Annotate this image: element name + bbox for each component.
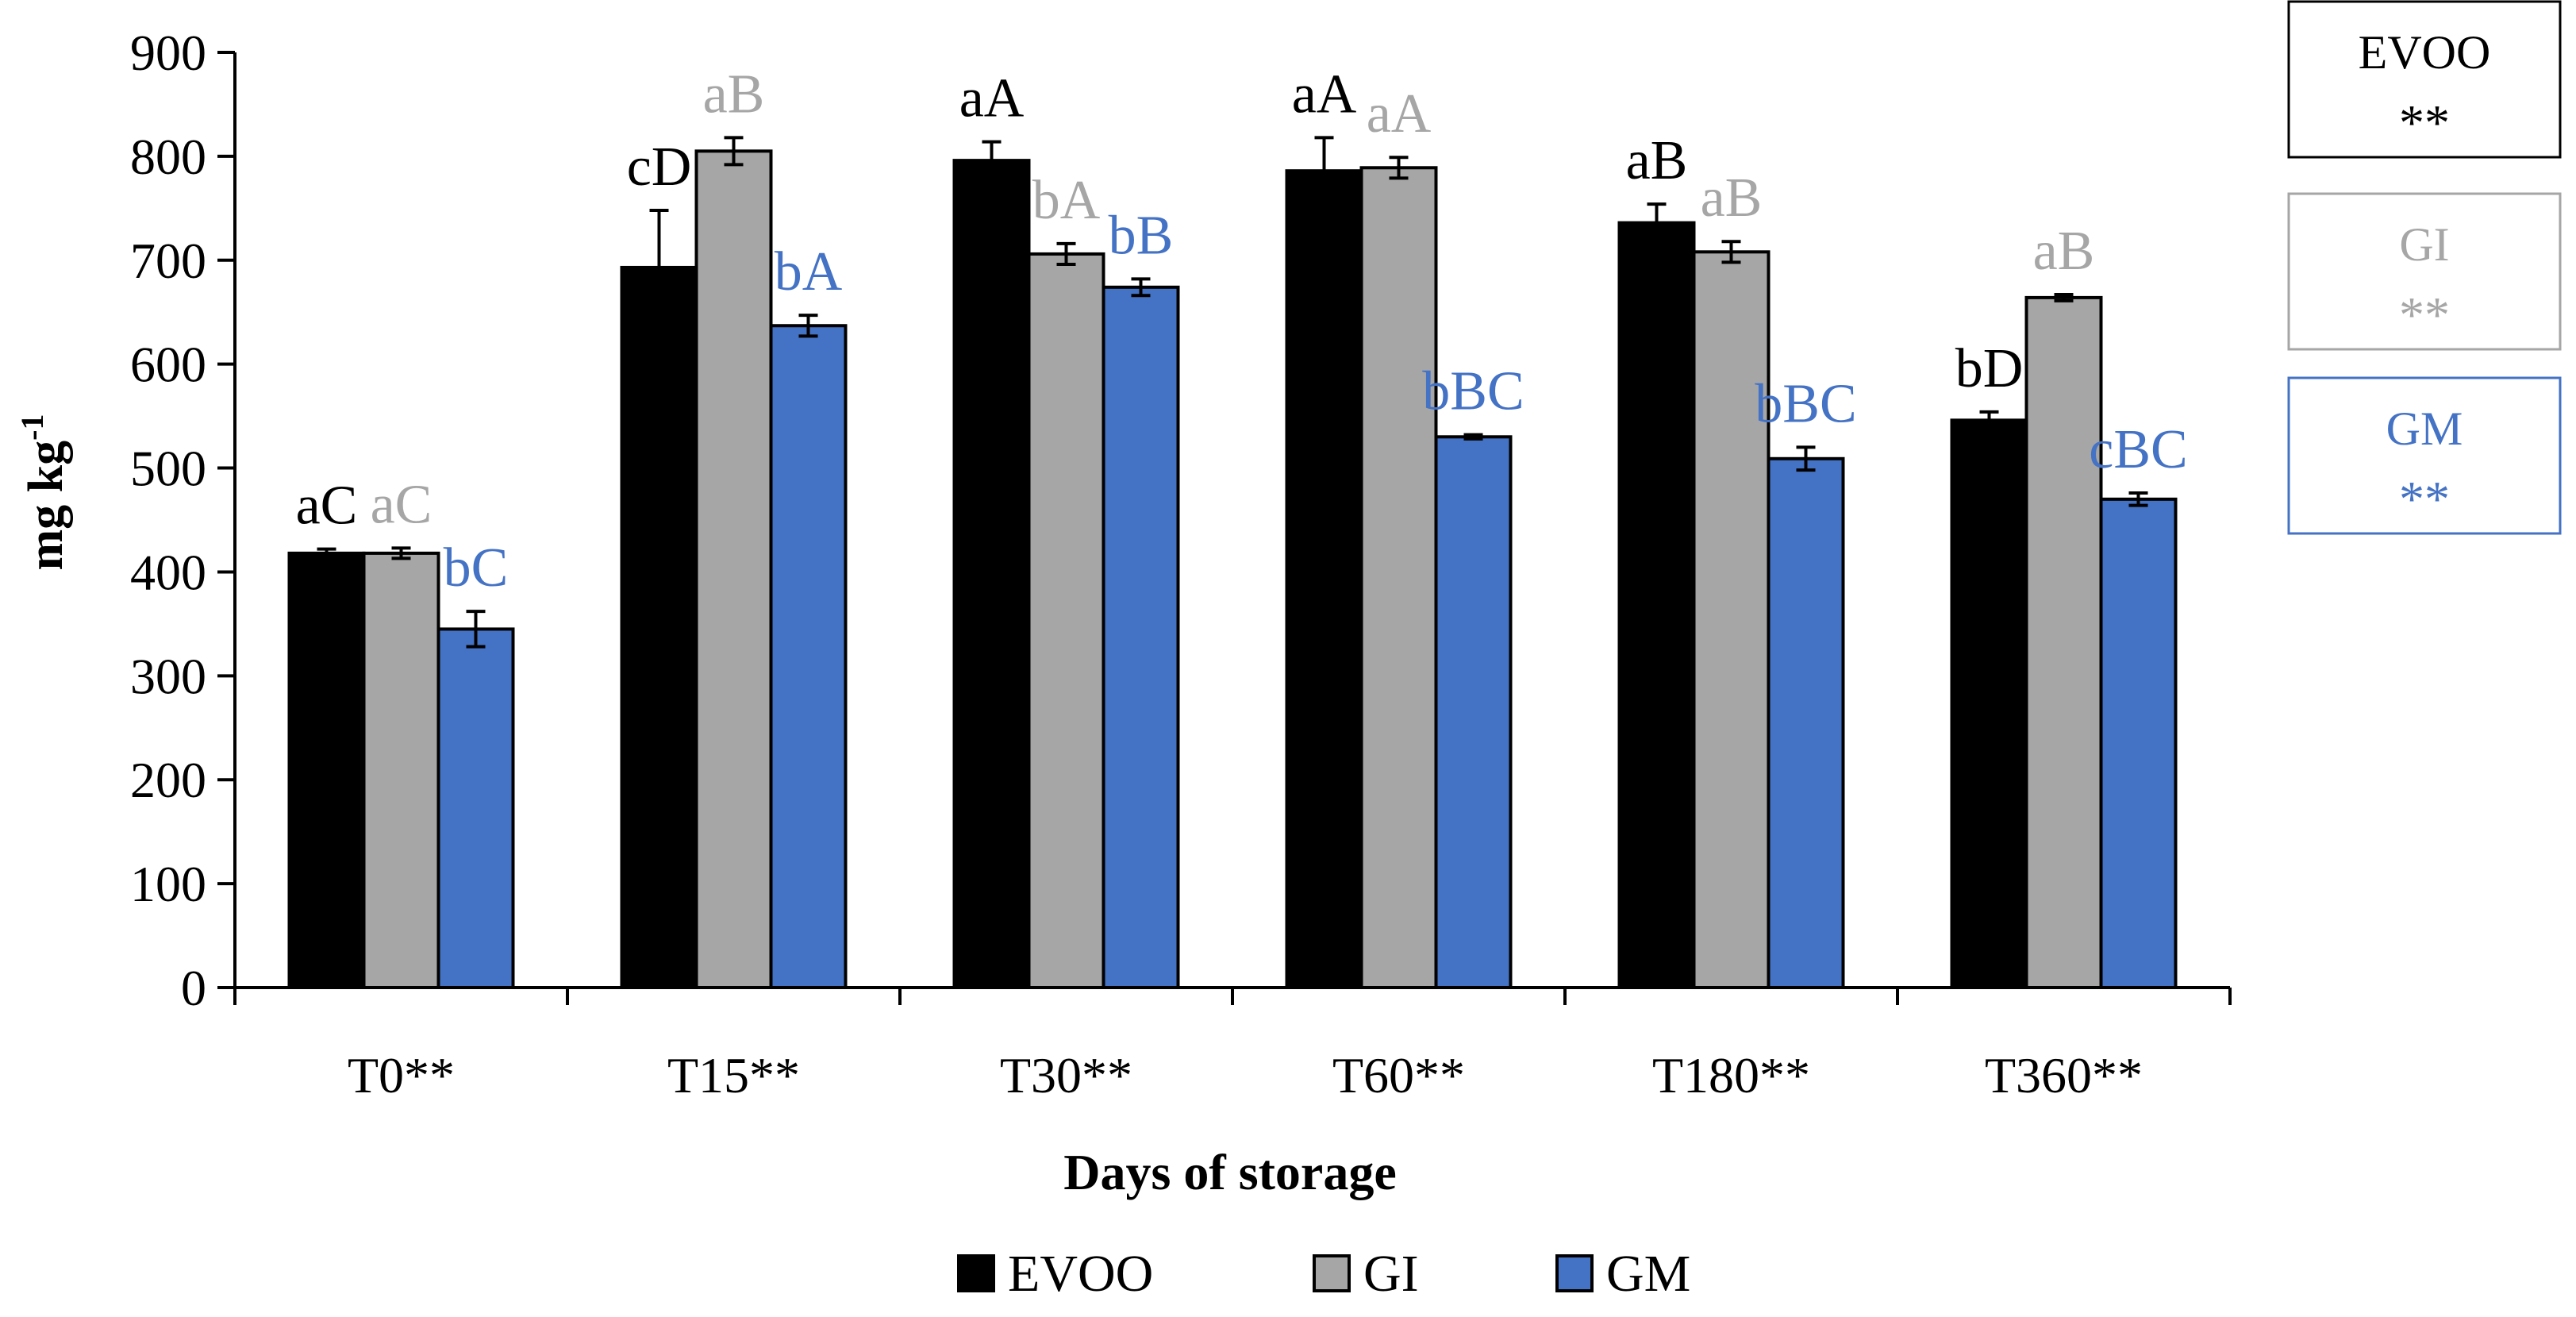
bar-gm-t360 [2099,497,2178,989]
legend-label-gi: GI [1363,1245,1419,1303]
significance-letter: cBC [2089,419,2187,480]
significance-letter: aB [1626,130,1688,191]
significance-letter: bA [775,241,843,302]
significance-letter: cD [627,137,692,198]
legend-swatch-gi [1313,1254,1351,1292]
side-box-evoo: EVOO ** [2287,0,2562,159]
bar-gi-t60 [1359,166,1438,990]
y-axis: 0 100 200 300 400 500 600 700 800 900 [130,25,236,1016]
y-tick-label: 600 [130,337,206,393]
bar-gm-t60 [1434,435,1513,989]
bar-evoo-t0 [287,551,366,989]
bar-gm-t180 [1767,456,1845,989]
side-box-gm: GM ** [2287,376,2562,535]
x-axis: T0** T15** T30** T60** T180** T360** [233,986,2232,1103]
side-box-mark: ** [2399,287,2450,343]
bar-evoo-t180 [1617,221,1696,989]
side-box-frame [2287,192,2562,351]
legend: EVOO GI GM [957,1245,1690,1303]
significance-letter: aA [959,68,1025,129]
bar-evoo-t360 [1950,418,2028,989]
y-axis-title-text: mg kg [19,441,73,571]
bar-gi-t30 [1027,252,1105,989]
significance-letter: aB [1701,168,1763,229]
y-axis-title: mg kg-1 [14,414,73,571]
significance-letter: aB [2033,221,2095,282]
bars [287,149,2178,990]
y-axis-title-superscript: -1 [14,414,50,441]
bar-gi-t180 [1692,250,1771,990]
bar-gm-t30 [1102,285,1180,989]
side-boxes: EVOO ** GI ** GM ** [2287,0,2562,535]
significance-letter: bA [1032,170,1101,231]
y-tick-label: 300 [130,648,206,704]
significance-letter: bBC [1755,373,1856,434]
y-tick-label: 500 [130,441,206,497]
x-tick-label: T15** [667,1047,800,1103]
y-tick-label: 0 [181,960,206,1016]
bar-evoo-t15 [620,265,698,989]
significance-letter: aB [703,64,765,125]
bar-gm-t15 [769,324,848,989]
y-tick-label: 400 [130,544,206,600]
y-tick-label: 700 [130,233,206,289]
bar-gi-t0 [362,551,440,989]
y-tick-label: 800 [130,129,206,185]
x-axis-title: Days of storage [1063,1144,1396,1200]
x-tick-label: T360** [1985,1047,2143,1103]
significance-letter: bBC [1422,361,1524,422]
x-tick-label: T30** [1000,1047,1132,1103]
side-box-label: EVOO [2359,26,2491,79]
bar-gi-t360 [2024,295,2103,989]
error-bars [317,136,2148,649]
x-tick-label: T60** [1332,1047,1465,1103]
side-box-label: GI [2399,218,2449,271]
significance-letter: aC [296,476,358,537]
bar-evoo-t30 [952,159,1031,990]
side-box-frame [2287,0,2562,159]
legend-label-evoo: EVOO [1008,1245,1153,1303]
bar-gi-t15 [694,149,773,989]
bar-gm-t0 [436,627,515,990]
significance-letter: aA [1367,83,1432,144]
y-tick-label: 200 [130,752,206,808]
side-box-gi: GI ** [2287,192,2562,351]
side-box-mark: ** [2399,94,2450,151]
side-box-frame [2287,376,2562,535]
x-tick-label: T0** [348,1047,455,1103]
significance-letter: bD [1955,338,2024,399]
y-tick-label: 900 [130,25,206,81]
legend-swatch-evoo [957,1254,995,1292]
y-tick-label: 100 [130,856,206,912]
significance-letter: bB [1109,205,1174,266]
side-box-mark: ** [2399,471,2450,527]
legend-swatch-gm [1555,1254,1594,1292]
significance-letter: aC [371,474,433,535]
legend-label-gm: GM [1606,1245,1690,1303]
bar-evoo-t60 [1285,169,1363,989]
significance-letter: bC [444,537,509,599]
side-box-label: GM [2386,402,2463,455]
x-tick-label: T180** [1652,1047,1810,1103]
significance-letter: aA [1292,64,1357,125]
